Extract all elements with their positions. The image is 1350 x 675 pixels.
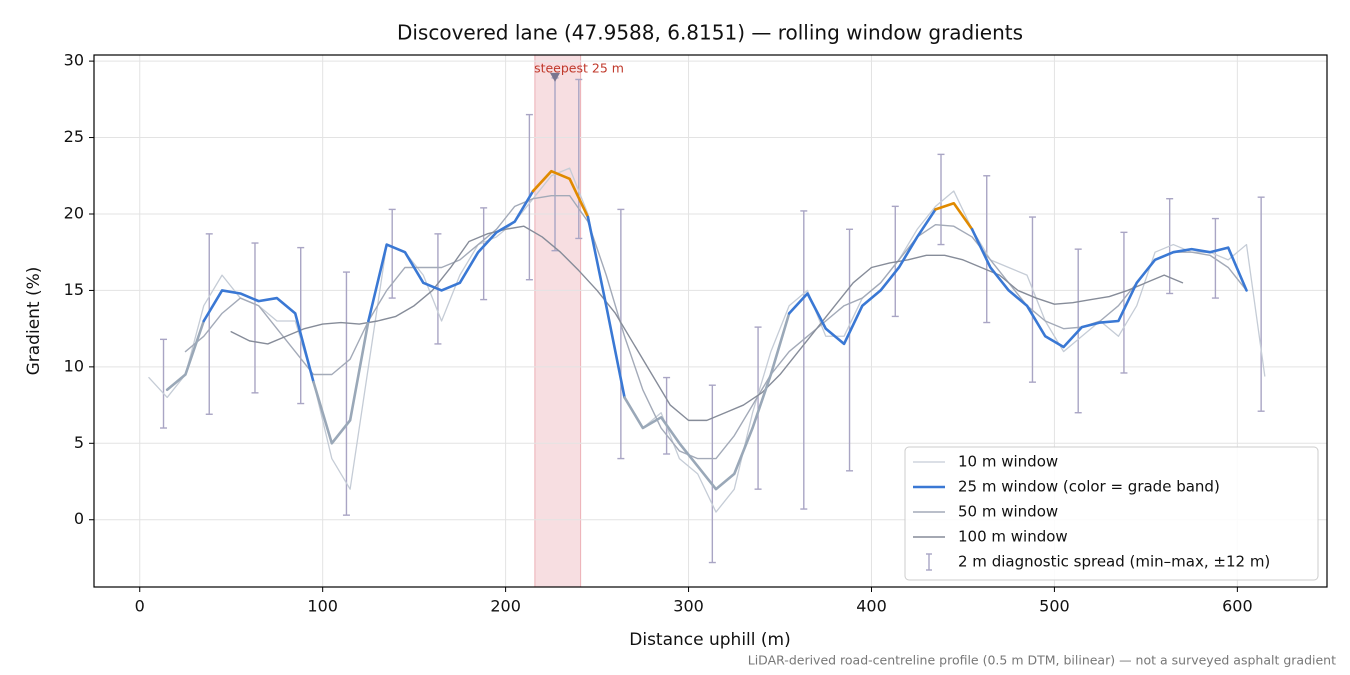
x-tick-label: 500 [1039,597,1070,616]
legend-label: 10 m window [958,453,1058,471]
series-line [230,225,1184,422]
error-bar [160,338,168,429]
error-bar [342,271,350,516]
y-tick-label: 20 [64,203,84,222]
series-line [312,319,370,445]
y-tick-label: 30 [64,51,84,70]
legend-label: 25 m window (color = grade band) [958,478,1220,496]
series-line [148,167,1266,513]
series-line [202,289,315,384]
error-bar [708,384,716,564]
error-bar [480,207,488,301]
chart-title: Discovered lane (47.9588, 6.8151) — roll… [397,21,1023,45]
error-bar [1257,196,1265,412]
y-tick-label: 10 [64,356,84,375]
error-bar [205,233,213,415]
error-bar [251,242,259,394]
plot-frame [93,54,1328,588]
error-bar [297,246,305,405]
y-tick-label: 5 [74,433,84,452]
series-line [531,169,590,219]
x-tick-label: 300 [673,597,704,616]
x-tick-label: 600 [1222,597,1253,616]
error-bar [937,153,945,246]
error-bar [575,78,583,240]
y-tick-label: 15 [64,280,84,299]
series-line [165,319,206,392]
y-tick-label: 25 [64,127,84,146]
legend-label: 2 m diagnostic spread (min–max, ±12 m) [958,553,1270,571]
steepest-label: steepest 25 m [534,60,624,75]
series-line [970,227,1248,349]
legend: 10 m window 25 m window (color = grade ba… [904,446,1319,581]
x-tick-label: 0 [135,597,145,616]
legend-label: 100 m window [958,528,1068,546]
highlight-band [534,54,582,588]
footnote: LiDAR-derived road-centreline profile (0… [748,653,1336,668]
series-line [934,201,974,231]
error-bar [617,208,625,460]
legend-box [904,446,1319,581]
x-tick-label: 100 [307,597,338,616]
series-line [367,189,535,323]
series-line [623,312,791,491]
error-bar [1120,231,1128,374]
error-bar [1028,216,1036,383]
x-tick-label: 400 [856,597,887,616]
x-axis-label: Distance uphill (m) [629,630,790,650]
series-line [586,215,626,399]
series-line [787,208,937,346]
series-line [184,194,1248,460]
error-bar [663,376,671,455]
legend-label: 50 m window [958,503,1058,521]
error-bar [800,210,808,510]
x-tick-label: 200 [490,597,521,616]
y-tick-label: 0 [74,509,84,528]
error-bar [983,175,991,324]
error-bar [388,208,396,299]
y-axis-label: Gradient (%) [24,267,44,376]
error-bar [846,228,854,472]
steepest-marker [550,72,561,82]
